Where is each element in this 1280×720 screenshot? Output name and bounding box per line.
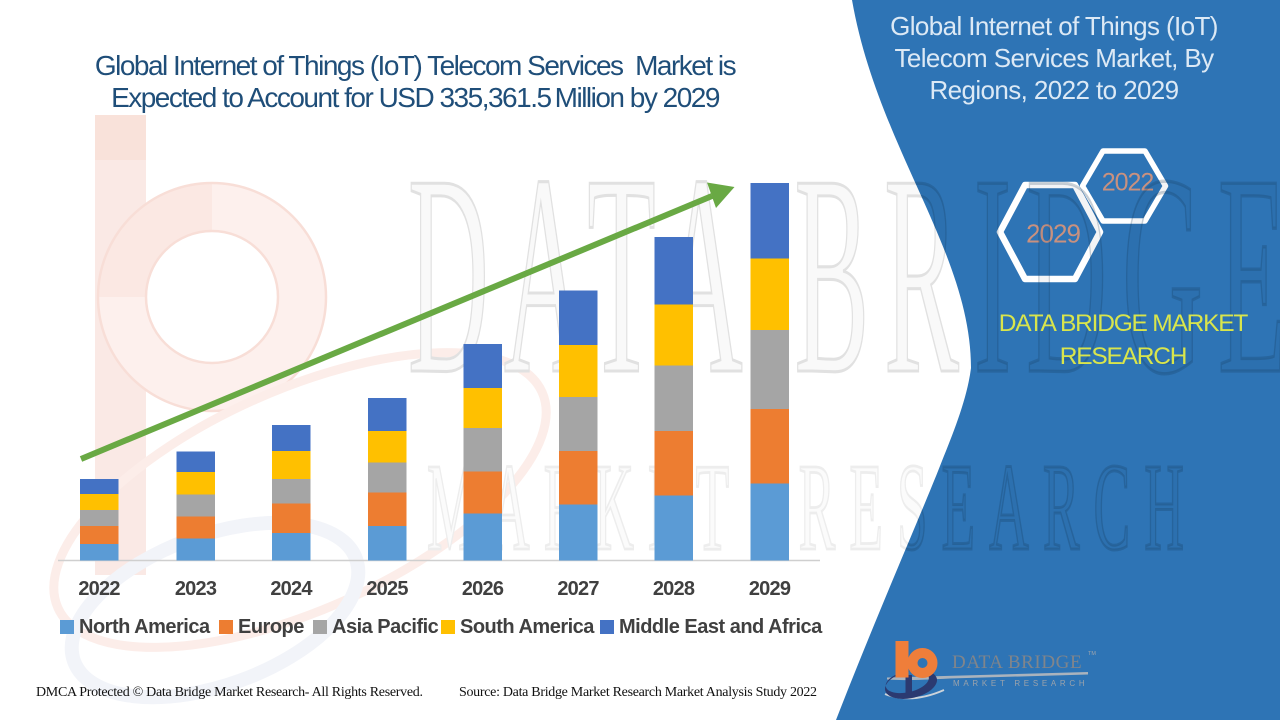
svg-text:TM: TM xyxy=(1088,651,1096,657)
svg-text:2029: 2029 xyxy=(1026,219,1080,249)
svg-text:DATA BRIDGE: DATA BRIDGE xyxy=(408,117,1280,434)
svg-text:2022: 2022 xyxy=(1102,169,1154,197)
svg-text:MARKET RESEARCH: MARKET RESEARCH xyxy=(427,438,1198,577)
svg-text:MARKET RESEARCH: MARKET RESEARCH xyxy=(953,679,1088,688)
svg-text:DATA BRIDGE: DATA BRIDGE xyxy=(952,652,1082,673)
